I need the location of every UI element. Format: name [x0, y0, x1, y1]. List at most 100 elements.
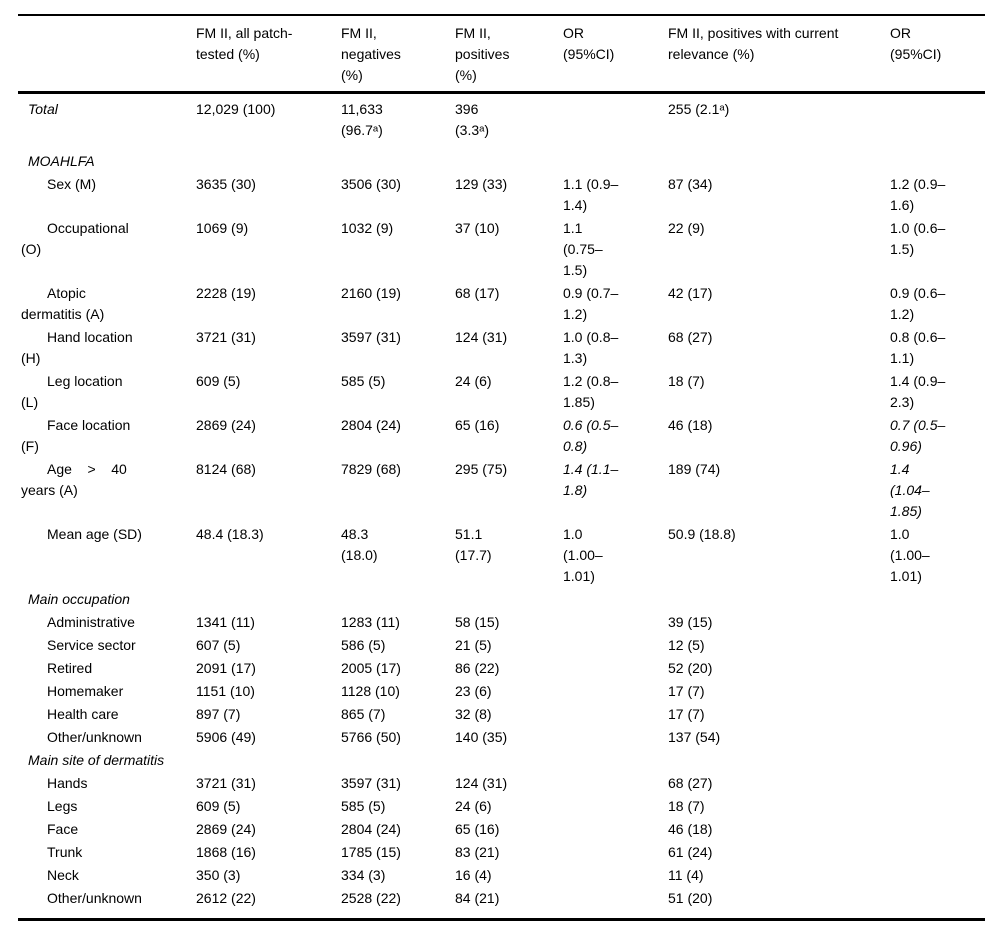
data-cell: 255 (2.1ᵃ): [668, 101, 730, 117]
data-cell: 2005 (17): [341, 660, 401, 676]
data-cell: 586 (5): [341, 637, 386, 653]
data-cell: 1.0 (0.6– 1.5): [890, 220, 946, 257]
header-cell-positives: FM II, positives (%): [455, 15, 563, 94]
row-label: Leg location (L): [21, 373, 123, 410]
data-cell: 609 (5): [196, 373, 241, 389]
data-cell: 1.0 (0.8– 1.3): [563, 329, 619, 366]
data-cell: 11,633 (96.7ᵃ): [341, 101, 383, 138]
data-cell: 52 (20): [668, 660, 713, 676]
data-cell: [196, 749, 341, 772]
data-cell: [455, 588, 563, 611]
data-cell: [196, 150, 341, 173]
data-cell: 48.4 (18.3): [196, 526, 264, 542]
data-cell: 2804 (24): [341, 821, 401, 837]
data-cell: [563, 772, 668, 795]
data-cell: 1341 (11): [196, 614, 255, 630]
data-cell: 58 (15): [455, 614, 500, 630]
data-cell: [668, 749, 890, 772]
section-header-row: MOAHLFA: [18, 150, 985, 173]
data-cell: [890, 680, 985, 703]
data-cell: [563, 749, 668, 772]
data-cell: 140 (35): [455, 729, 508, 745]
data-cell: [890, 887, 985, 920]
data-cell: 865 (7): [341, 706, 386, 722]
data-cell: 3721 (31): [196, 775, 256, 791]
data-cell: 5766 (50): [341, 729, 401, 745]
table-row: Face 2869 (24) 2804 (24) 65 (16) 46 (18): [18, 818, 985, 841]
data-cell: 137 (54): [668, 729, 721, 745]
data-cell: [890, 818, 985, 841]
data-cell: 1.0 (1.00– 1.01): [890, 526, 930, 584]
data-cell: 11 (4): [668, 867, 704, 883]
data-cell: 17 (7): [668, 706, 705, 722]
row-label: Retired: [47, 660, 93, 676]
data-cell: 189 (74): [668, 461, 721, 477]
data-cell: 12 (5): [668, 637, 705, 653]
row-label: Main site of dermatitis: [28, 752, 165, 768]
data-cell: 12,029 (100): [196, 101, 276, 117]
data-cell: 2869 (24): [196, 417, 256, 433]
data-cell: 83 (21): [455, 844, 500, 860]
data-cell: [563, 588, 668, 611]
data-cell: 87 (34): [668, 176, 713, 192]
data-cell: 3597 (31): [341, 775, 401, 791]
header-cell-negatives: FM II, negatives (%): [341, 15, 455, 94]
data-cell: 5906 (49): [196, 729, 256, 745]
row-label: Hand location (H): [21, 329, 133, 366]
table-row: Hands 3721 (31) 3597 (31) 124 (31) 68 (27): [18, 772, 985, 795]
paper-table-page: FM II, all patch- tested (%) FM II, nega…: [0, 14, 1000, 936]
table-row: Other/unknown 2612 (22) 2528 (22) 84 (21) 51…: [18, 887, 985, 920]
data-cell: 2612 (22): [196, 890, 256, 906]
data-cell: 18 (7): [668, 373, 705, 389]
fm2-patch-test-table: FM II, all patch- tested (%) FM II, nega…: [18, 14, 985, 921]
data-cell: [890, 634, 985, 657]
table-row: Atopic dermatitis (A) 2228 (19) 2160 (19) 6…: [18, 282, 985, 326]
data-cell: 124 (31): [455, 329, 508, 345]
data-cell: [890, 772, 985, 795]
data-cell: 2091 (17): [196, 660, 256, 676]
data-cell: 585 (5): [341, 373, 386, 389]
table-row: Trunk 1868 (16) 1785 (15) 83 (21) 61 (24): [18, 841, 985, 864]
row-label: Main occupation: [28, 591, 130, 607]
header-row: FM II, all patch- tested (%) FM II, nega…: [18, 15, 985, 94]
table-row: Age > 40 years (A) 8124 (68) 7829 (68) 295 …: [18, 458, 985, 523]
data-cell: 68 (27): [668, 329, 713, 345]
data-cell: 65 (16): [455, 821, 500, 837]
row-label: Atopic dermatitis (A): [21, 285, 105, 322]
data-cell: 51.1 (17.7): [455, 526, 492, 563]
row-label: Administrative: [47, 614, 135, 630]
data-cell: [341, 588, 455, 611]
data-cell: 21 (5): [455, 637, 492, 653]
data-cell: 24 (6): [455, 798, 492, 814]
data-cell: 1128 (10): [341, 683, 400, 699]
data-cell: 68 (17): [455, 285, 500, 301]
table-row: Hand location (H) 3721 (31) 3597 (31) 124 (…: [18, 326, 985, 370]
table-row: Occupational (O) 1069 (9) 1032 (9) 37 (10) 1…: [18, 217, 985, 282]
data-cell: 1868 (16): [196, 844, 256, 860]
header-cell-all-patch-tested: FM II, all patch- tested (%): [196, 15, 341, 94]
data-cell: 2804 (24): [341, 417, 401, 433]
data-cell: 607 (5): [196, 637, 241, 653]
row-label: Other/unknown: [47, 729, 142, 745]
data-cell: 2160 (19): [341, 285, 401, 301]
data-cell: [341, 150, 455, 173]
data-cell: 897 (7): [196, 706, 241, 722]
row-label: Occupational (O): [21, 220, 129, 257]
data-cell: 18 (7): [668, 798, 705, 814]
row-label: Other/unknown: [47, 890, 142, 906]
data-cell: 1.1 (0.75– 1.5): [563, 220, 603, 278]
table-row: Mean age (SD) 48.4 (18.3) 48.3 (18.0) 51.1 …: [18, 523, 985, 588]
table-row: Sex (M) 3635 (30) 3506 (30) 129 (33) 1.1 (0.…: [18, 173, 985, 217]
data-cell: 61 (24): [668, 844, 713, 860]
data-cell: 2228 (19): [196, 285, 256, 301]
data-cell: 46 (18): [668, 417, 713, 433]
table-row: Leg location (L) 609 (5) 585 (5) 24 (6) 1.2 …: [18, 370, 985, 414]
data-cell: 295 (75): [455, 461, 508, 477]
data-cell: [668, 150, 890, 173]
data-cell: [890, 150, 985, 173]
row-label: Age > 40 years (A): [21, 461, 127, 498]
data-cell: 1.1 (0.9– 1.4): [563, 176, 619, 213]
table-row: Administrative 1341 (11) 1283 (11) 58 (15) 3…: [18, 611, 985, 634]
header-cell-rowlabel: [18, 15, 196, 94]
data-cell: 50.9 (18.8): [668, 526, 736, 542]
